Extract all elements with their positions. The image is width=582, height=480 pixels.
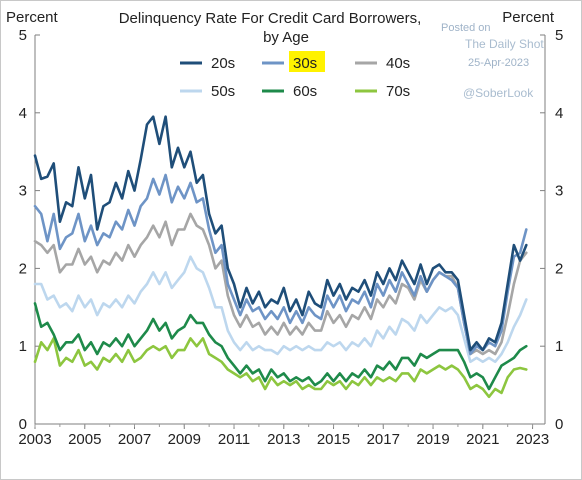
- series-line-70s: [33, 337, 528, 399]
- y-tick-label-left: 4: [19, 105, 27, 122]
- chart-title-line-1: Delinquency Rate For Credit Card Borrowe…: [119, 10, 422, 27]
- x-tick-label: 2015: [317, 431, 350, 448]
- legend-highlight-30s: [289, 51, 325, 72]
- legend-label-50s: 50s: [211, 83, 235, 100]
- x-tick-label: 2019: [416, 431, 449, 448]
- right-axis-unit: Percent: [502, 9, 555, 26]
- y-tick-label-left: 1: [19, 338, 27, 355]
- axes: 0 0 1 1 2 2 3 3 4 4 5 5 2003 2005 2007 2009 2011 2013 2015…: [18, 27, 563, 448]
- x-tick-label: 2021: [466, 431, 499, 448]
- y-tick-label-left: 3: [19, 183, 27, 200]
- x-tick-label: 2017: [367, 431, 400, 448]
- y-tick-label-right: 1: [555, 338, 563, 355]
- watermark: Posted on The Daily Shot 25-Apr-2023 @So…: [441, 22, 544, 100]
- legend-label-60s: 60s: [293, 83, 317, 100]
- y-tick-label-right: 2: [555, 260, 563, 277]
- legend-label-30s: 30s: [293, 55, 317, 72]
- series-line-60s: [33, 302, 528, 391]
- y-tick-label-right: 4: [555, 105, 563, 122]
- x-tick-label: 2003: [18, 431, 51, 448]
- watermark-source: The Daily Shot: [465, 37, 544, 51]
- x-tick-label: 2007: [118, 431, 151, 448]
- x-tick-label: 2005: [68, 431, 101, 448]
- series-line-20s: [33, 115, 528, 352]
- y-tick-label-right: 5: [555, 27, 563, 44]
- legend-label-20s: 20s: [211, 55, 235, 72]
- series-line-50s: [33, 255, 528, 364]
- chart-title-line-2: by Age: [263, 29, 309, 46]
- y-tick-label-left: 2: [19, 260, 27, 277]
- x-tick-label: 2023: [516, 431, 549, 448]
- left-axis-unit: Percent: [6, 9, 59, 26]
- plot-area: [33, 115, 528, 399]
- watermark-posted-on: Posted on: [441, 22, 491, 34]
- x-tick-label: 2011: [218, 431, 250, 448]
- x-tick-label: 2009: [168, 431, 201, 448]
- y-tick-label-left: 0: [19, 416, 27, 433]
- y-tick-label-left: 5: [19, 27, 27, 44]
- y-tick-label-right: 0: [555, 416, 563, 433]
- watermark-date: 25-Apr-2023: [468, 57, 529, 69]
- x-tick-label: 2013: [267, 431, 300, 448]
- watermark-handle: @SoberLook: [463, 86, 534, 100]
- legend: 20s 30s 40s 50s 60s 70s: [180, 51, 410, 100]
- legend-label-40s: 40s: [386, 55, 410, 72]
- series-line-30s: [33, 173, 528, 356]
- legend-label-70s: 70s: [386, 83, 410, 100]
- y-tick-label-right: 3: [555, 183, 563, 200]
